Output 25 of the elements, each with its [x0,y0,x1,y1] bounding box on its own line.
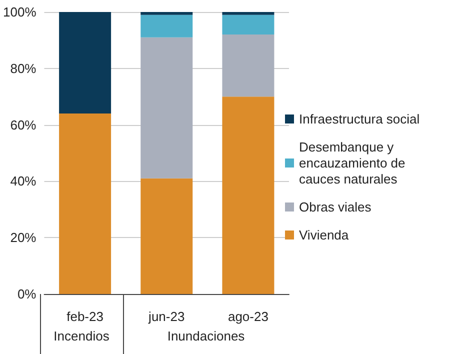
bar [222,96,274,294]
legend-label: Infraestructura social [299,112,420,126]
x-tick-label: jun-23 [148,309,185,324]
bar [140,12,193,15]
legend-label: Obras viales [299,200,372,214]
legend-label: Desembanque y encauzamiento de cauces naturales [299,140,409,186]
bar [140,37,193,178]
x-tick-label: ago-23 [228,309,268,324]
bar [222,34,274,97]
legend-label: Vivienda [299,228,350,242]
text: Inundaciones [166,328,246,344]
bar [140,14,193,38]
bar [140,178,193,294]
x-tick-label: feb-23 [66,309,104,324]
text: Incendios [52,328,110,344]
y-tick-label: 100% [3,4,37,20]
y-tick-label: 20% [10,230,37,246]
bar [59,12,112,114]
y-tick-label: 40% [10,174,37,189]
y-tick-label: 0% [17,286,37,302]
bar [59,114,112,294]
bar [222,12,274,15]
bar [222,14,274,35]
y-tick-label: 60% [10,117,37,132]
y-tick-label: 80% [10,60,37,76]
